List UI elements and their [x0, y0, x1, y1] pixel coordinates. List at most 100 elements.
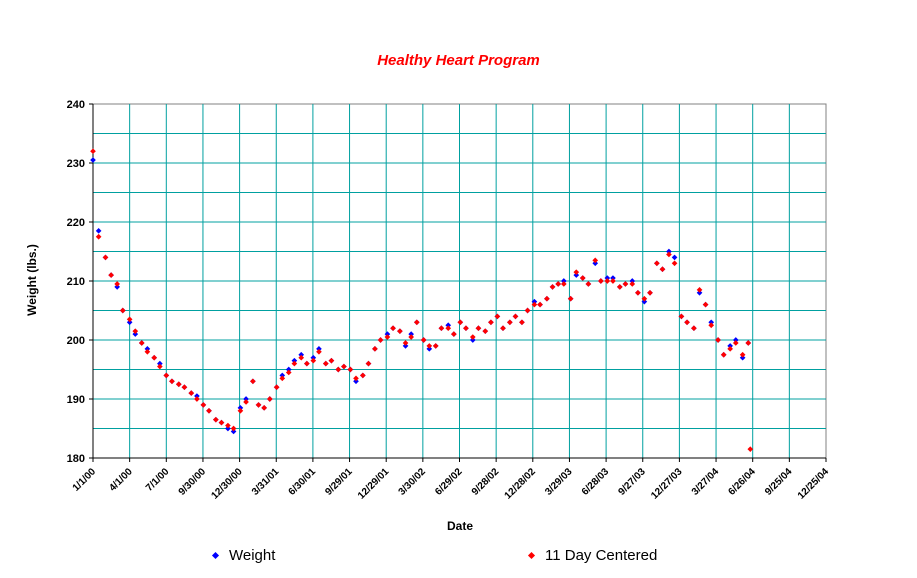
data-point-11-day-centered — [500, 325, 506, 332]
data-point-weight — [708, 319, 715, 326]
data-point-weight — [132, 331, 139, 337]
data-point-weight — [194, 393, 200, 399]
data-point-11-day-centered — [598, 278, 604, 284]
x-tick-label: 7/1/00 — [144, 466, 172, 494]
data-point-weight — [469, 337, 476, 343]
data-point-11-day-centered — [585, 281, 592, 287]
data-point-11-day-centered — [279, 375, 286, 382]
data-point-11-day-centered — [622, 281, 629, 287]
data-point-11-day-centered — [365, 360, 372, 367]
x-tick-label: 6/30/01 — [287, 466, 319, 498]
data-point-weight — [739, 354, 746, 361]
data-point-11-day-centered — [654, 260, 660, 267]
data-point-11-day-centered — [119, 307, 126, 314]
data-point-11-day-centered — [273, 384, 280, 391]
data-point-11-day-centered — [507, 319, 513, 326]
x-tick-label: 9/25/04 — [763, 466, 795, 498]
data-point-11-day-centered — [641, 295, 648, 302]
legend-label-weight: Weight — [229, 547, 276, 564]
x-tick-label: 9/30/00 — [177, 466, 209, 498]
data-point-11-day-centered — [335, 366, 342, 373]
data-point-11-day-centered — [555, 281, 562, 287]
data-point-11-day-centered — [531, 301, 538, 308]
data-point-11-day-centered — [175, 381, 182, 388]
data-point-weight — [230, 428, 237, 435]
data-point-weight — [144, 346, 151, 352]
data-point-11-day-centered — [285, 369, 292, 376]
data-point-11-day-centered — [715, 337, 721, 343]
data-point-11-day-centered — [250, 378, 256, 385]
data-point-weight — [157, 360, 163, 367]
x-tick-label: 3/27/04 — [690, 466, 722, 498]
data-point-11-day-centered — [261, 405, 267, 411]
x-tick-label: 12/29/01 — [356, 466, 392, 502]
data-point-weight — [604, 275, 611, 281]
data-point-11-day-centered — [494, 313, 501, 320]
data-point-weight — [243, 396, 249, 402]
x-tick-label: 3/30/02 — [397, 466, 429, 498]
data-point-11-day-centered — [316, 348, 322, 355]
data-point-11-day-centered — [469, 334, 476, 340]
data-point-11-day-centered — [144, 348, 151, 355]
data-point-weight — [531, 298, 538, 305]
data-point-weight — [316, 346, 322, 352]
data-point-11-day-centered — [691, 325, 697, 332]
data-point-11-day-centered — [666, 251, 672, 258]
y-tick-label: 190 — [67, 394, 85, 406]
x-tick-label: 6/28/03 — [580, 466, 612, 498]
x-tick-label: 9/27/03 — [616, 466, 648, 498]
data-point-weight — [298, 351, 305, 358]
data-point-weight — [592, 260, 599, 267]
data-point-11-day-centered — [438, 325, 445, 332]
data-point-11-day-centered — [188, 390, 195, 396]
data-point-11-day-centered — [635, 289, 641, 296]
x-tick-label: 12/30/00 — [209, 466, 245, 502]
data-point-11-day-centered — [206, 407, 212, 414]
data-point-11-day-centered — [696, 287, 703, 293]
data-point-weight — [671, 254, 678, 261]
data-point-11-day-centered — [341, 363, 347, 370]
data-point-11-day-centered — [629, 281, 636, 287]
data-point-weight — [90, 157, 96, 163]
data-point-11-day-centered — [102, 254, 109, 261]
data-point-11-day-centered — [592, 257, 599, 264]
data-point-weight — [353, 378, 359, 385]
data-point-11-day-centered — [537, 301, 543, 308]
data-point-11-day-centered — [169, 378, 175, 385]
data-point-11-day-centered — [194, 396, 200, 402]
data-point-weight — [696, 289, 703, 296]
data-point-11-day-centered — [200, 402, 207, 408]
data-point-11-day-centered — [304, 360, 310, 367]
data-point-weight — [114, 284, 120, 290]
data-point-11-day-centered — [678, 313, 685, 320]
data-point-11-day-centered — [347, 366, 354, 373]
data-point-weight — [629, 278, 636, 284]
data-point-11-day-centered — [157, 363, 163, 370]
data-point-11-day-centered — [579, 275, 586, 281]
data-point-weight — [610, 275, 616, 281]
data-point-weight — [445, 322, 452, 329]
y-tick-label: 180 — [67, 453, 85, 465]
data-point-weight — [727, 343, 733, 349]
y-tick-label: 230 — [67, 158, 85, 170]
data-point-11-day-centered — [524, 307, 531, 314]
data-point-11-day-centered — [218, 419, 225, 426]
y-tick-label: 210 — [67, 276, 85, 288]
data-point-11-day-centered — [390, 325, 396, 332]
x-tick-label: 4/1/00 — [107, 466, 135, 494]
data-point-11-day-centered — [610, 278, 616, 284]
data-point-11-day-centered — [298, 354, 305, 361]
data-point-11-day-centered — [451, 331, 457, 337]
data-point-11-day-centered — [426, 343, 433, 349]
data-point-11-day-centered — [114, 281, 120, 287]
x-tick-label: 9/28/02 — [470, 466, 502, 498]
data-point-11-day-centered — [420, 337, 427, 343]
data-point-weight — [732, 337, 739, 343]
data-point-weight — [666, 248, 672, 255]
legend-item-11-day-centered: 11 Day Centered — [527, 547, 657, 564]
y-tick-label: 220 — [67, 217, 85, 229]
data-point-11-day-centered — [353, 375, 359, 382]
data-point-11-day-centered — [544, 295, 550, 302]
data-point-11-day-centered — [604, 278, 611, 284]
data-point-11-day-centered — [616, 284, 623, 290]
